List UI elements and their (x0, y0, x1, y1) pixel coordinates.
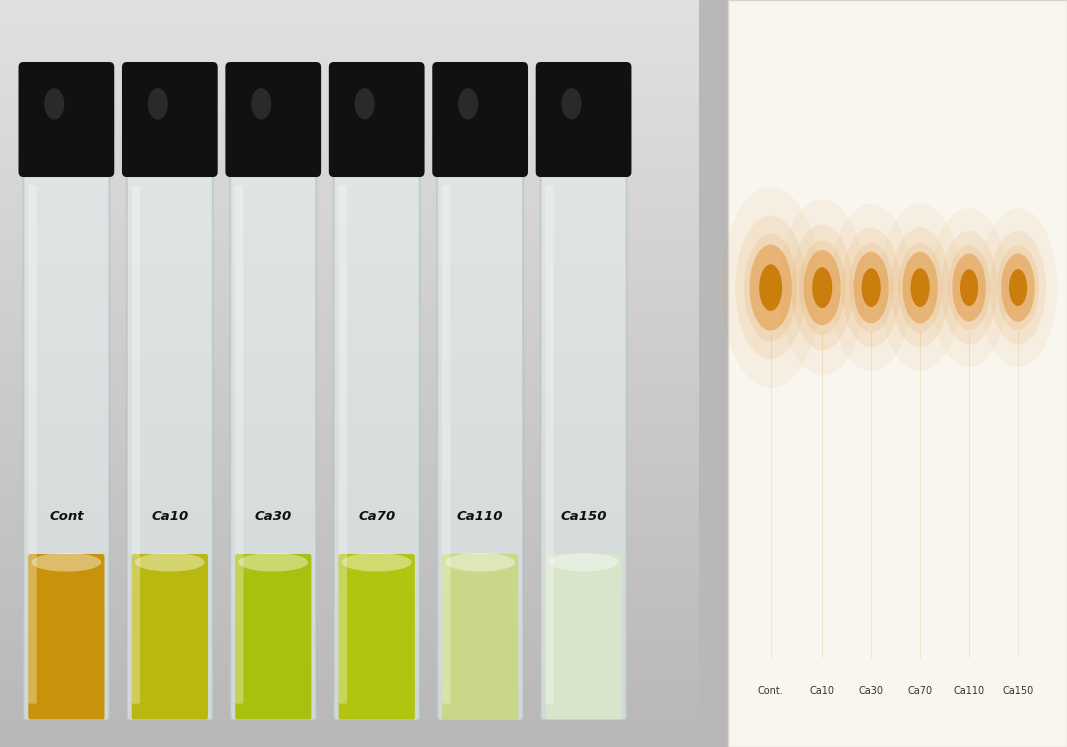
Ellipse shape (803, 250, 841, 325)
FancyBboxPatch shape (545, 554, 622, 719)
Ellipse shape (735, 216, 806, 359)
FancyBboxPatch shape (536, 62, 632, 177)
Ellipse shape (930, 208, 1008, 367)
Ellipse shape (812, 267, 832, 308)
Ellipse shape (799, 241, 845, 335)
FancyBboxPatch shape (29, 554, 105, 719)
Ellipse shape (910, 268, 929, 307)
Ellipse shape (31, 553, 101, 571)
Text: Ca110: Ca110 (954, 686, 985, 696)
Ellipse shape (341, 553, 412, 571)
Ellipse shape (830, 204, 912, 371)
Text: Cont: Cont (49, 509, 83, 523)
Ellipse shape (903, 252, 938, 323)
FancyBboxPatch shape (442, 185, 450, 704)
Ellipse shape (861, 268, 880, 307)
Ellipse shape (960, 269, 978, 306)
FancyBboxPatch shape (545, 185, 554, 704)
Text: Cont.: Cont. (758, 686, 783, 696)
Text: Ca30: Ca30 (859, 686, 883, 696)
Ellipse shape (134, 553, 205, 571)
Ellipse shape (721, 187, 821, 388)
Text: Ca10: Ca10 (810, 686, 834, 696)
Ellipse shape (941, 231, 997, 344)
FancyBboxPatch shape (122, 62, 218, 177)
Ellipse shape (458, 88, 478, 120)
FancyBboxPatch shape (329, 62, 425, 177)
Text: Ca150: Ca150 (560, 509, 607, 523)
FancyBboxPatch shape (225, 62, 321, 177)
FancyBboxPatch shape (29, 185, 36, 704)
FancyBboxPatch shape (338, 185, 347, 704)
Ellipse shape (1009, 269, 1028, 306)
FancyBboxPatch shape (235, 185, 243, 704)
FancyBboxPatch shape (230, 169, 316, 720)
FancyBboxPatch shape (334, 169, 419, 720)
Ellipse shape (997, 245, 1039, 330)
Ellipse shape (952, 253, 986, 322)
Text: Ca150: Ca150 (1002, 686, 1034, 696)
Ellipse shape (779, 199, 865, 376)
Ellipse shape (842, 228, 901, 347)
Ellipse shape (849, 243, 893, 332)
FancyBboxPatch shape (23, 169, 110, 720)
FancyBboxPatch shape (432, 62, 528, 177)
Ellipse shape (749, 244, 792, 331)
Ellipse shape (792, 225, 854, 350)
Ellipse shape (548, 553, 619, 571)
Ellipse shape (978, 208, 1057, 367)
Ellipse shape (744, 234, 797, 341)
Ellipse shape (45, 88, 64, 120)
FancyBboxPatch shape (131, 554, 208, 719)
FancyBboxPatch shape (127, 169, 212, 720)
Ellipse shape (990, 231, 1046, 344)
Ellipse shape (879, 204, 961, 371)
FancyBboxPatch shape (437, 169, 523, 720)
FancyBboxPatch shape (442, 554, 519, 719)
Ellipse shape (354, 88, 375, 120)
Ellipse shape (238, 553, 308, 571)
Text: Ca10: Ca10 (152, 509, 189, 523)
FancyBboxPatch shape (338, 554, 415, 719)
FancyBboxPatch shape (699, 0, 729, 747)
Ellipse shape (949, 245, 990, 330)
Text: Ca70: Ca70 (359, 509, 396, 523)
Ellipse shape (854, 252, 889, 323)
Ellipse shape (760, 264, 782, 311)
Ellipse shape (891, 228, 950, 347)
Text: Ca110: Ca110 (457, 509, 504, 523)
Ellipse shape (251, 88, 271, 120)
Ellipse shape (1001, 253, 1035, 322)
Ellipse shape (147, 88, 168, 120)
FancyBboxPatch shape (541, 169, 626, 720)
Text: Ca70: Ca70 (908, 686, 933, 696)
Ellipse shape (561, 88, 582, 120)
Ellipse shape (898, 243, 942, 332)
Ellipse shape (445, 553, 515, 571)
FancyBboxPatch shape (235, 554, 312, 719)
Text: Ca30: Ca30 (255, 509, 292, 523)
FancyBboxPatch shape (18, 62, 114, 177)
FancyBboxPatch shape (131, 185, 140, 704)
